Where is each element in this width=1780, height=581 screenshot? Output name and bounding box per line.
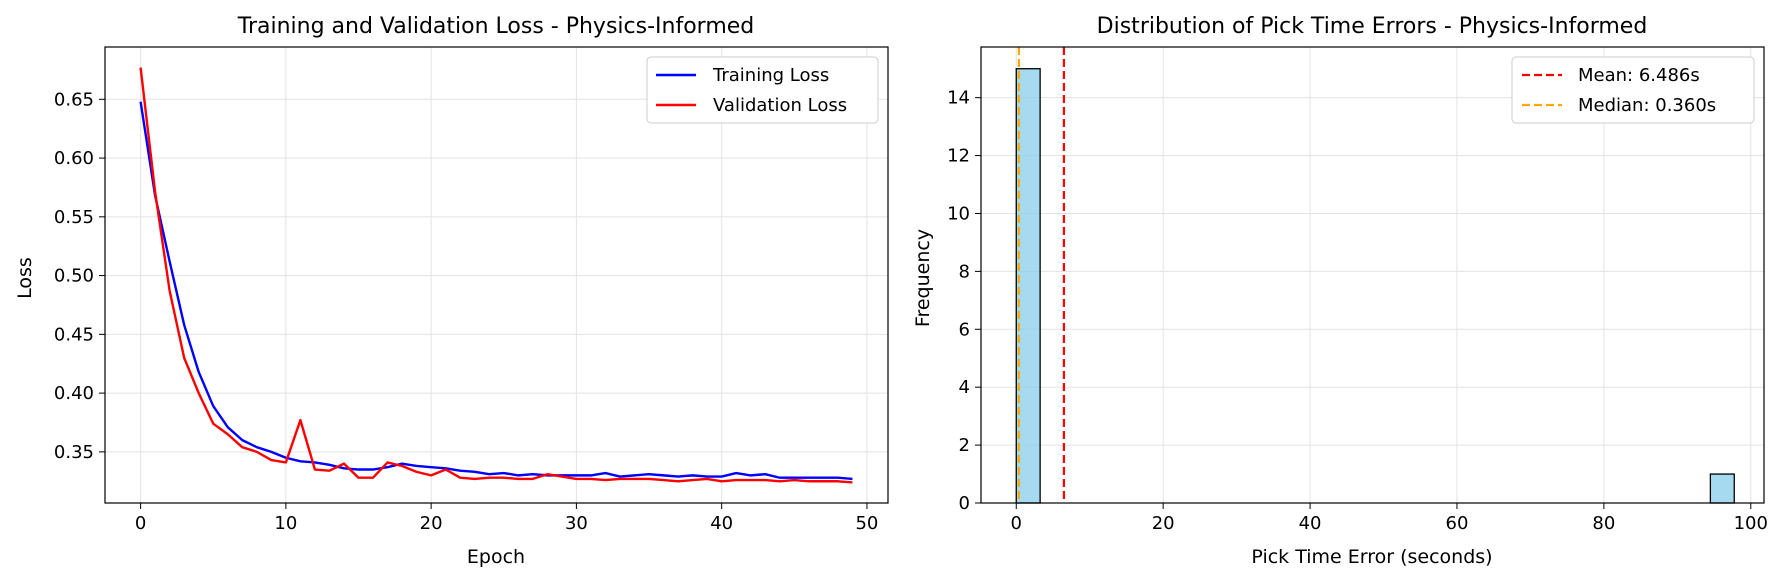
tick-label-y: 2 <box>959 435 970 456</box>
tick-label-y: 0.60 <box>54 148 94 169</box>
tick-label-x: 40 <box>710 513 733 534</box>
tick-label-x: 80 <box>1592 513 1615 534</box>
plot-frame <box>980 46 1765 504</box>
tick-label-x: 60 <box>1446 513 1469 534</box>
tick-label-x: 0 <box>1011 513 1022 534</box>
legend: Mean: 6.486s Median: 0.360s <box>1511 56 1755 124</box>
legend-label: Training Loss <box>712 65 829 86</box>
tick-label-y: 8 <box>959 261 970 282</box>
tick-label-x: 40 <box>1299 513 1322 534</box>
legend-label: Mean: 6.486s <box>1578 65 1700 86</box>
tick-label-x: 50 <box>855 513 878 534</box>
legend-label: Median: 0.360s <box>1578 95 1716 116</box>
legend-box <box>646 56 879 124</box>
loss-chart-title: Training and Validation Loss - Physics-I… <box>237 14 755 39</box>
tick-label-x: 20 <box>420 513 443 534</box>
series-line-validation <box>139 67 853 484</box>
loss-chart-xlabel: Epoch <box>467 546 525 568</box>
series-line-training <box>139 101 853 481</box>
legend-label: Validation Loss <box>713 95 847 116</box>
loss-chart: Training and Validation Loss - Physics-I… <box>14 14 889 568</box>
histogram-title: Distribution of Pick Time Errors - Physi… <box>1097 14 1648 39</box>
tick-label-x: 100 <box>1734 513 1768 534</box>
histogram-ylabel: Frequency <box>912 229 934 327</box>
tick-label-y: 0 <box>959 493 970 514</box>
histogram-xlabel: Pick Time Error (seconds) <box>1251 546 1492 568</box>
tick-label-y: 12 <box>947 146 970 167</box>
tick-label-y: 4 <box>959 377 970 398</box>
tick-label-y: 6 <box>959 319 970 340</box>
tick-label-y: 14 <box>947 88 970 109</box>
loss-chart-ylabel: Loss <box>14 257 36 299</box>
tick-label-y: 0.40 <box>54 383 94 404</box>
tick-label-x: 30 <box>565 513 588 534</box>
tick-label-y: 0.50 <box>54 266 94 287</box>
tick-label-x: 10 <box>274 513 297 534</box>
pick-error-histogram: Distribution of Pick Time Errors - Physi… <box>912 14 1768 568</box>
tick-label-y: 10 <box>947 203 970 224</box>
legend: Training Loss Validation Loss <box>646 56 879 124</box>
tick-label-y: 0.45 <box>54 324 94 345</box>
tick-label-x: 20 <box>1152 513 1175 534</box>
legend-box <box>1511 56 1755 124</box>
tick-label-y: 0.55 <box>54 207 94 228</box>
tick-label-x: 0 <box>135 513 146 534</box>
histogram-bar <box>1709 473 1735 504</box>
plot-frame <box>104 46 889 504</box>
tick-label-y: 0.65 <box>54 89 94 110</box>
tick-label-y: 0.35 <box>54 442 94 463</box>
